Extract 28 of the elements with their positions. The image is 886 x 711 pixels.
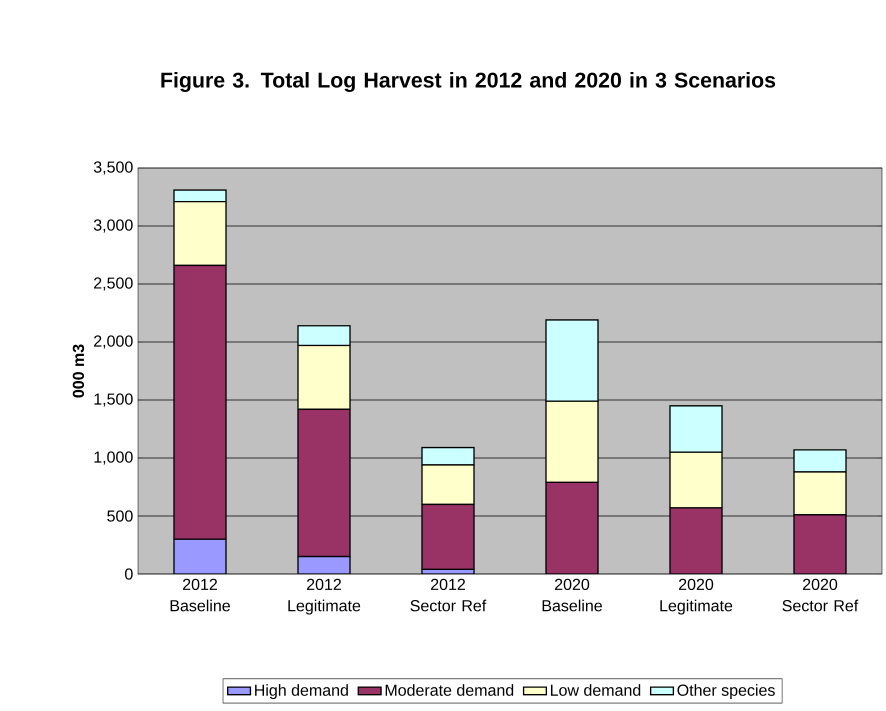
y-tick-label: 1,000 <box>94 451 133 465</box>
bar <box>297 408 351 558</box>
bar <box>173 538 227 574</box>
legend-label: Low demand <box>550 684 640 696</box>
bar <box>669 507 723 574</box>
y-tick-label: 1,500 <box>94 393 133 407</box>
x-tick-label: 2012 Baseline <box>170 578 230 612</box>
y-tick-label: 500 <box>107 510 133 522</box>
legend-label: High demand <box>255 684 348 700</box>
bar <box>421 504 475 570</box>
x-tick-label: 2012 Legitimate <box>288 578 360 615</box>
x-tick-label: 2012 Sector Ref <box>410 578 486 612</box>
bar <box>545 482 599 574</box>
bar <box>793 514 847 574</box>
y-tick-label: 3,500 <box>94 161 133 175</box>
y-tick-label: 3,000 <box>94 219 133 233</box>
bar <box>297 556 351 574</box>
y-tick-label: 0 <box>125 568 133 580</box>
y-axis-title: 000 m3 <box>72 344 84 398</box>
legend-label: Other species <box>677 684 775 700</box>
y-tick-label: 2,000 <box>94 335 133 349</box>
x-tick-label: 2020 Baseline <box>542 578 602 612</box>
bar <box>173 264 227 540</box>
y-tick-label: 2,500 <box>94 277 133 291</box>
x-tick-label: 2020 Sector Ref <box>782 578 858 612</box>
legend-label: Moderate demand <box>386 684 514 696</box>
chart-title: Figure 3. Total Log Harvest in 2012 and 2020 in 3 Scenarios <box>161 72 776 92</box>
x-tick-label: 2020 Legitimate <box>660 578 732 615</box>
